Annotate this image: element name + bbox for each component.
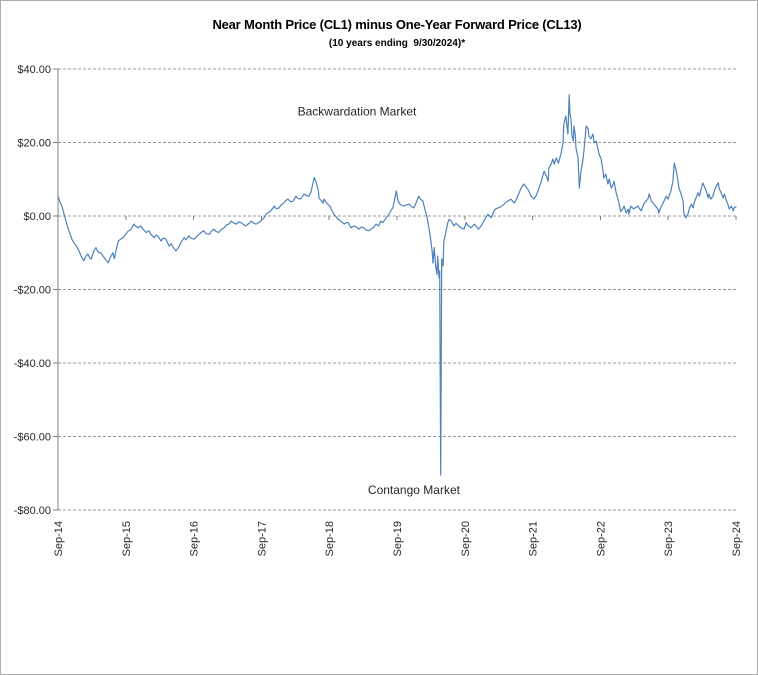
y-tick-label: -$80.00 bbox=[14, 505, 51, 517]
x-tick-label: Sep-19 bbox=[392, 521, 404, 556]
spread-line-series bbox=[57, 94, 737, 476]
x-tick-label: Sep-14 bbox=[53, 521, 65, 556]
x-tick-label: Sep-18 bbox=[324, 521, 336, 556]
x-tick-label: Sep-21 bbox=[528, 521, 540, 556]
chart-subtitle: (10 years ending 9/30/2024)* bbox=[329, 38, 465, 49]
annotation-backwardation-market: Backwardation Market bbox=[298, 104, 417, 118]
y-tick-label: $20.00 bbox=[17, 138, 51, 150]
x-tick-label: Sep-22 bbox=[595, 521, 607, 556]
x-tick-label: Sep-16 bbox=[189, 521, 201, 556]
annotation-contango-market: Contango Market bbox=[368, 483, 461, 497]
x-tick-label: Sep-24 bbox=[731, 521, 743, 556]
x-tick-label: Sep-23 bbox=[663, 521, 675, 556]
chart-title: Near Month Price (CL1) minus One-Year Fo… bbox=[212, 17, 581, 32]
y-axis bbox=[53, 68, 59, 511]
x-tick-label: Sep-15 bbox=[121, 521, 133, 556]
x-axis bbox=[57, 216, 737, 220]
x-tick-label: Sep-20 bbox=[460, 521, 472, 556]
y-tick-label: $40.00 bbox=[17, 64, 51, 76]
x-tick-labels: Sep-14 Sep-15 Sep-16 Sep-17 Sep-18 Sep-19 Sep-… bbox=[53, 521, 743, 556]
x-tick-label: Sep-17 bbox=[256, 521, 268, 556]
y-tick-label: -$40.00 bbox=[14, 358, 51, 370]
y-tick-labels: $40.00 $20.00 $0.00 -$20.00 -$40.00 -$60.00 -$… bbox=[14, 64, 51, 517]
y-gridlines bbox=[58, 68, 736, 511]
y-tick-label: -$20.00 bbox=[14, 285, 51, 297]
y-tick-label: -$60.00 bbox=[14, 432, 51, 444]
y-tick-label: $0.00 bbox=[23, 211, 51, 223]
